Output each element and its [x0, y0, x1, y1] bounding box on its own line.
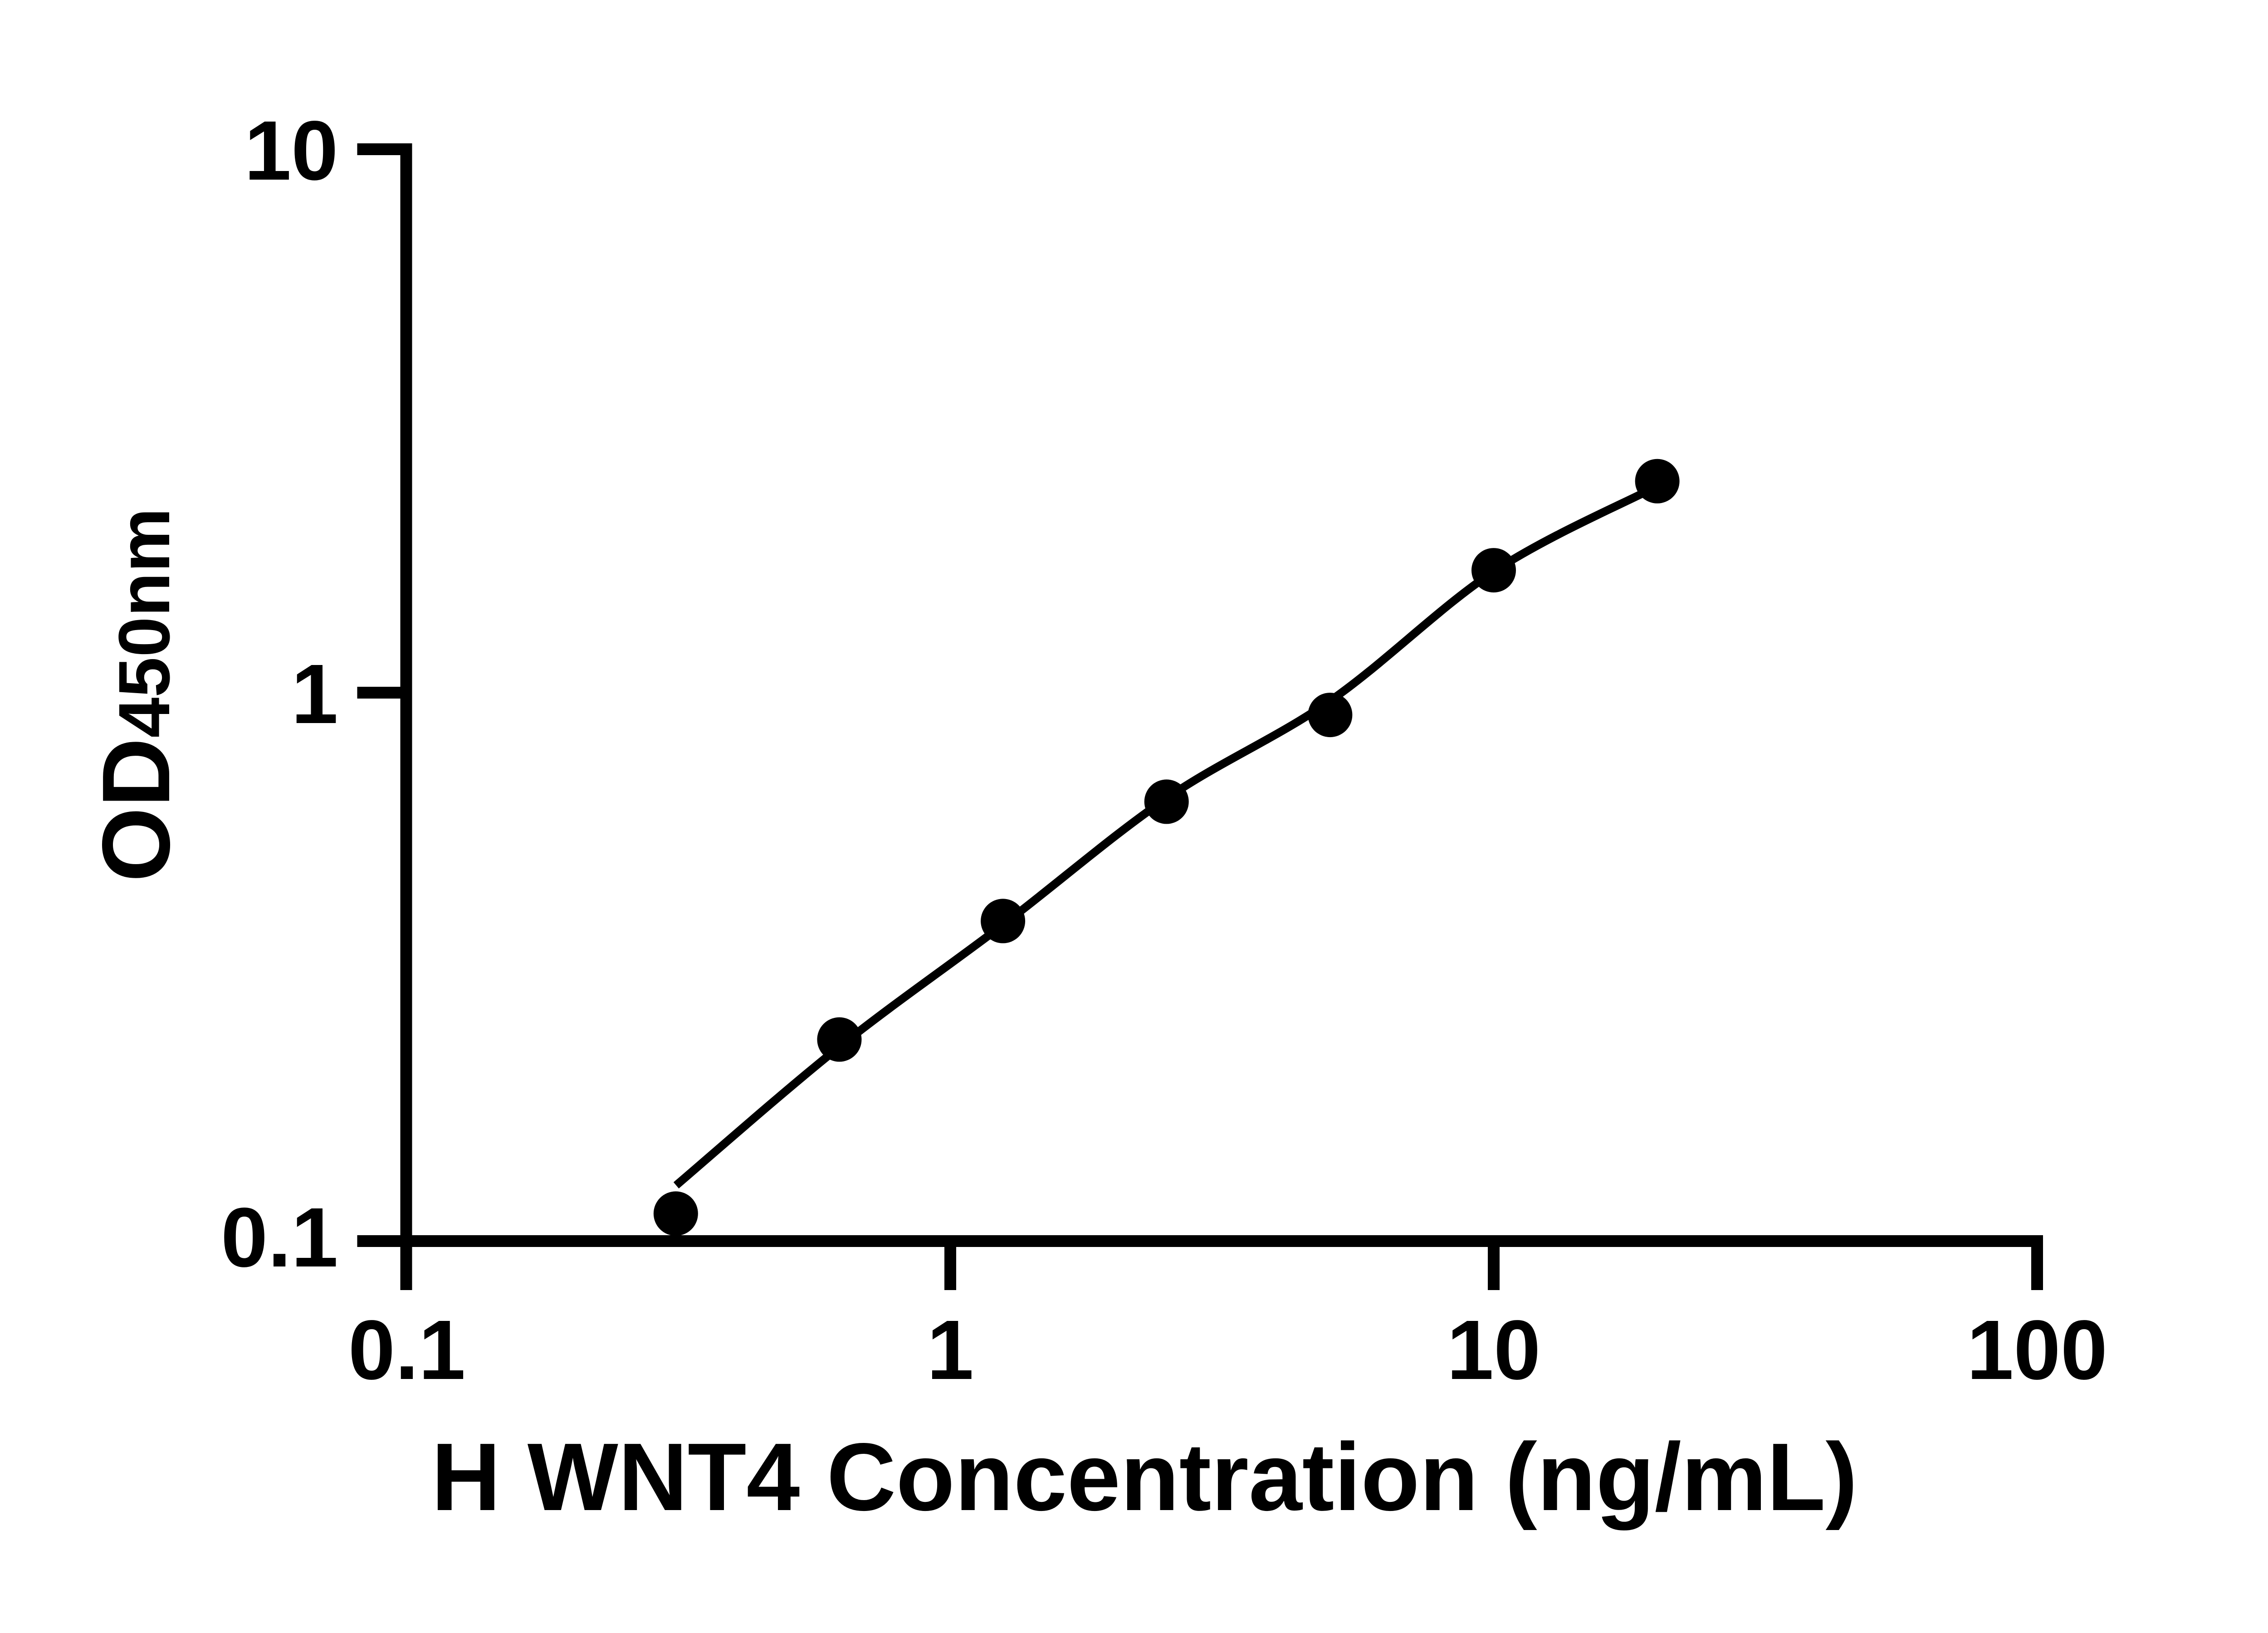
y-axis-title: OD450nm	[82, 508, 190, 882]
y-axis-title-sub: 450nm	[103, 508, 185, 738]
data-point	[1471, 548, 1516, 593]
data-point	[1635, 459, 1680, 504]
x-tick-label: 1	[927, 1303, 973, 1397]
x-tick-label: 100	[1967, 1303, 2107, 1397]
y-tick-label: 0.1	[221, 1191, 338, 1285]
data-point	[1144, 779, 1189, 824]
data-point	[817, 1017, 862, 1062]
x-tick-label: 10	[1447, 1303, 1541, 1397]
x-tick-label: 0.1	[348, 1303, 466, 1397]
data-point	[1308, 693, 1353, 738]
x-axis-title: H WNT4 Concentration (ng/mL)	[431, 1423, 1858, 1530]
data-point	[653, 1191, 698, 1236]
data-point	[981, 899, 1026, 944]
fit-curve	[673, 485, 1653, 1188]
y-axis-title-main: OD	[82, 738, 190, 882]
y-tick-label: 10	[244, 104, 338, 198]
y-tick-label: 1	[291, 647, 338, 741]
